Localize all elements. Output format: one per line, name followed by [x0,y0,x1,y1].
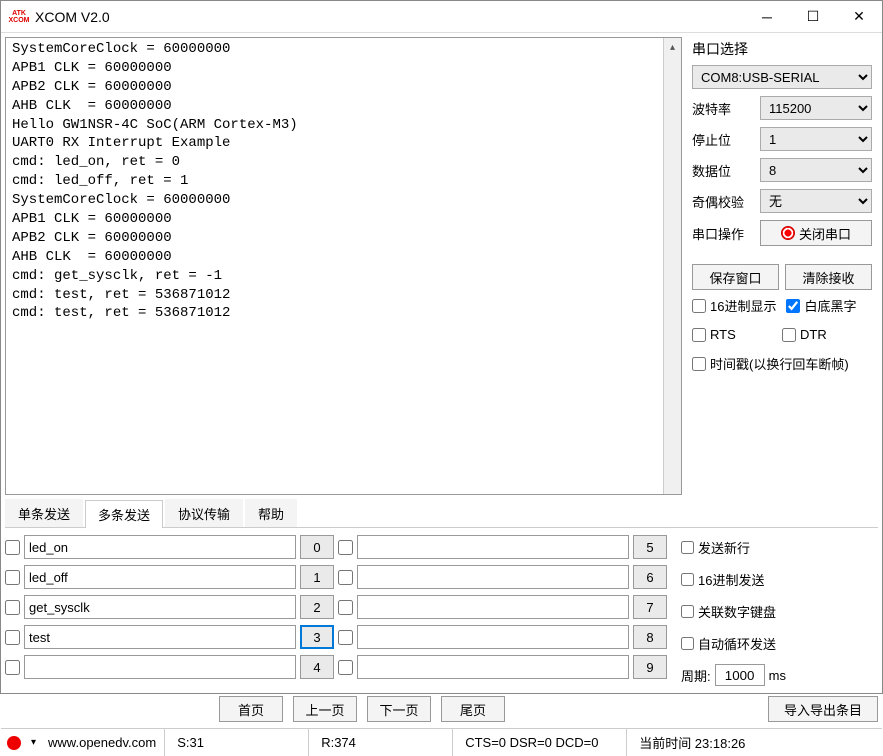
numpad-checkbox[interactable] [681,605,694,618]
status-received: R:374 [313,729,453,756]
timestamp-checkbox[interactable] [692,357,706,371]
send-text-input[interactable] [357,625,629,649]
send-options: 发送新行 16进制发送 关联数字键盘 自动循环发送 周期: ms [673,534,813,688]
record-icon [781,226,795,240]
serial-panel: 串口选择 COM8:USB-SERIAL 波特率 115200 停止位 1 数据… [682,33,882,499]
clear-rx-button[interactable]: 清除接收 [785,264,872,290]
serial-section-title: 串口选择 [692,39,872,59]
close-button[interactable]: ✕ [836,1,882,33]
pager: 首页 上一页 下一页 尾页 导入导出条目 [1,690,882,728]
stop-select[interactable]: 1 [760,127,872,151]
autoloop-checkbox[interactable] [681,637,694,650]
scrollbar[interactable]: ▴ [663,38,681,494]
tab-single[interactable]: 单条发送 [5,499,83,527]
dtr-checkbox[interactable] [782,328,796,342]
send-row-checkbox[interactable] [5,660,20,675]
tab-multi[interactable]: 多条发送 [85,500,163,528]
status-url[interactable]: www.openedv.com [48,735,156,750]
status-dropdown-icon[interactable]: ▾ [31,737,36,748]
next-page-button[interactable]: 下一页 [367,696,431,722]
stop-label: 停止位 [692,130,752,149]
terminal-panel: SystemCoreClock = 60000000 APB1 CLK = 60… [5,37,682,495]
status-bar: ▾ www.openedv.com S:31 R:374 CTS=0 DSR=0… [1,728,882,756]
terminal-output[interactable]: SystemCoreClock = 60000000 APB1 CLK = 60… [6,38,681,494]
send-num-button-4[interactable]: 4 [300,655,334,679]
send-num-button-8[interactable]: 8 [633,625,667,649]
send-text-input[interactable] [357,595,629,619]
first-page-button[interactable]: 首页 [219,696,283,722]
data-label: 数据位 [692,161,752,180]
titlebar: ATK XCOM XCOM V2.0 ─ ☐ ✕ [1,1,882,33]
send-num-button-3[interactable]: 3 [300,625,334,649]
period-input[interactable] [715,664,765,686]
send-row-checkbox[interactable] [5,570,20,585]
send-hex-checkbox[interactable] [681,573,694,586]
send-row-checkbox[interactable] [5,630,20,645]
send-text-input[interactable] [24,655,296,679]
status-time: 当前时间 23:18:26 [631,729,753,756]
send-num-button-6[interactable]: 6 [633,565,667,589]
send-text-input[interactable] [24,595,296,619]
white-bg-checkbox[interactable] [786,299,800,313]
parity-select[interactable]: 无 [760,189,872,213]
multi-send-panel: 0 1 2 3 4 5 6 7 8 [1,528,882,690]
send-num-button-7[interactable]: 7 [633,595,667,619]
send-row-checkbox[interactable] [5,600,20,615]
send-text-input[interactable] [24,565,296,589]
tab-protocol[interactable]: 协议传输 [165,499,243,527]
import-export-button[interactable]: 导入导出条目 [768,696,878,722]
toggle-port-button[interactable]: 关闭串口 [760,220,872,246]
hex-display-checkbox[interactable] [692,299,706,313]
prev-page-button[interactable]: 上一页 [293,696,357,722]
send-text-input[interactable] [24,625,296,649]
send-text-input[interactable] [24,535,296,559]
app-logo: ATK XCOM [9,7,29,27]
tab-help[interactable]: 帮助 [245,499,297,527]
window-title: XCOM V2.0 [35,9,744,25]
scroll-up-icon[interactable]: ▴ [664,38,681,56]
period-label: 周期: [681,666,711,685]
send-newline-checkbox[interactable] [681,541,694,554]
send-text-input[interactable] [357,655,629,679]
parity-label: 奇偶校验 [692,192,752,211]
toggle-port-label: 关闭串口 [799,224,851,243]
status-signals: CTS=0 DSR=0 DCD=0 [457,729,627,756]
last-page-button[interactable]: 尾页 [441,696,505,722]
send-row-checkbox[interactable] [5,540,20,555]
data-select[interactable]: 8 [760,158,872,182]
send-row-checkbox[interactable] [338,630,353,645]
send-num-button-1[interactable]: 1 [300,565,334,589]
send-row-checkbox[interactable] [338,540,353,555]
send-num-button-2[interactable]: 2 [300,595,334,619]
minimize-button[interactable]: ─ [744,1,790,33]
send-row-checkbox[interactable] [338,660,353,675]
maximize-button[interactable]: ☐ [790,1,836,33]
period-unit: ms [769,668,786,683]
status-sent: S:31 [169,729,309,756]
op-label: 串口操作 [692,224,752,243]
send-num-button-0[interactable]: 0 [300,535,334,559]
send-row-checkbox[interactable] [338,570,353,585]
status-record-icon [7,736,21,750]
baud-select[interactable]: 115200 [760,96,872,120]
rts-checkbox[interactable] [692,328,706,342]
send-num-button-9[interactable]: 9 [633,655,667,679]
send-text-input[interactable] [357,535,629,559]
send-num-button-5[interactable]: 5 [633,535,667,559]
send-tabs: 单条发送 多条发送 协议传输 帮助 [5,499,878,528]
port-select[interactable]: COM8:USB-SERIAL [692,65,872,89]
save-window-button[interactable]: 保存窗口 [692,264,779,290]
send-text-input[interactable] [357,565,629,589]
send-row-checkbox[interactable] [338,600,353,615]
baud-label: 波特率 [692,99,752,118]
